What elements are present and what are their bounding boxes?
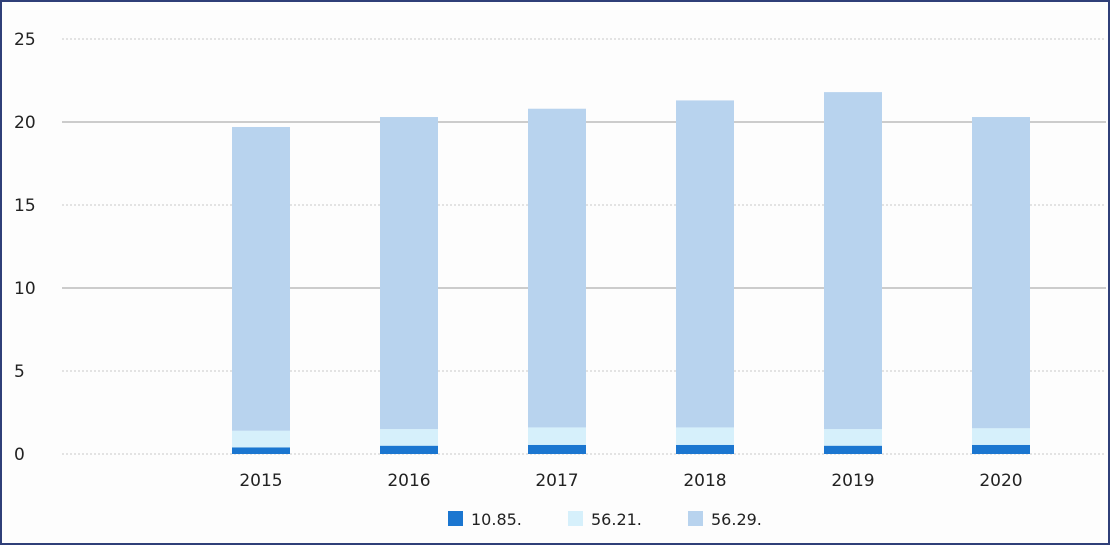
- x-tick-label: 2020: [979, 471, 1022, 491]
- y-tick-label: 25: [14, 30, 36, 50]
- bar-segment: [232, 447, 290, 454]
- bar-segment: [824, 92, 882, 430]
- legend-label: 56.29.: [711, 510, 762, 529]
- bar-segment: [972, 428, 1030, 445]
- x-tick-label: 2018: [683, 471, 726, 491]
- y-tick-label: 10: [14, 279, 36, 299]
- bar-segment: [676, 427, 734, 445]
- bar-segment: [380, 117, 438, 430]
- bar-segment: [972, 117, 1030, 429]
- x-tick-label: 2015: [239, 471, 282, 491]
- legend-swatch: [448, 511, 463, 526]
- x-tick-label: 2019: [831, 471, 874, 491]
- x-axis-ticks: 2015 2016 2017 2018 2019 2020: [239, 471, 1022, 491]
- bar-segment: [676, 444, 734, 454]
- bars: [232, 92, 1030, 454]
- bar-segment: [528, 444, 586, 454]
- bar-segment: [380, 445, 438, 454]
- bar-segment: [380, 429, 438, 446]
- y-axis-ticks: 0 5 10 15 20 25: [14, 30, 36, 465]
- x-tick-label: 2017: [535, 471, 578, 491]
- legend-swatch: [568, 511, 583, 526]
- bar-segment: [232, 126, 290, 431]
- bar-segment: [232, 430, 290, 448]
- bar-segment: [824, 445, 882, 454]
- bar-segment: [528, 427, 586, 445]
- legend-label: 56.21.: [591, 510, 642, 529]
- legend-label: 10.85.: [471, 510, 522, 529]
- y-tick-label: 20: [14, 113, 36, 133]
- y-tick-label: 15: [14, 196, 36, 216]
- y-tick-label: 5: [14, 362, 25, 382]
- bar-segment: [972, 444, 1030, 454]
- legend: 10.85. 56.21. 56.29.: [448, 510, 762, 529]
- x-tick-label: 2016: [387, 471, 430, 491]
- y-tick-label: 0: [14, 445, 25, 465]
- bar-segment: [824, 429, 882, 446]
- legend-swatch: [688, 511, 703, 526]
- bar-segment: [528, 108, 586, 428]
- bar-segment: [676, 100, 734, 428]
